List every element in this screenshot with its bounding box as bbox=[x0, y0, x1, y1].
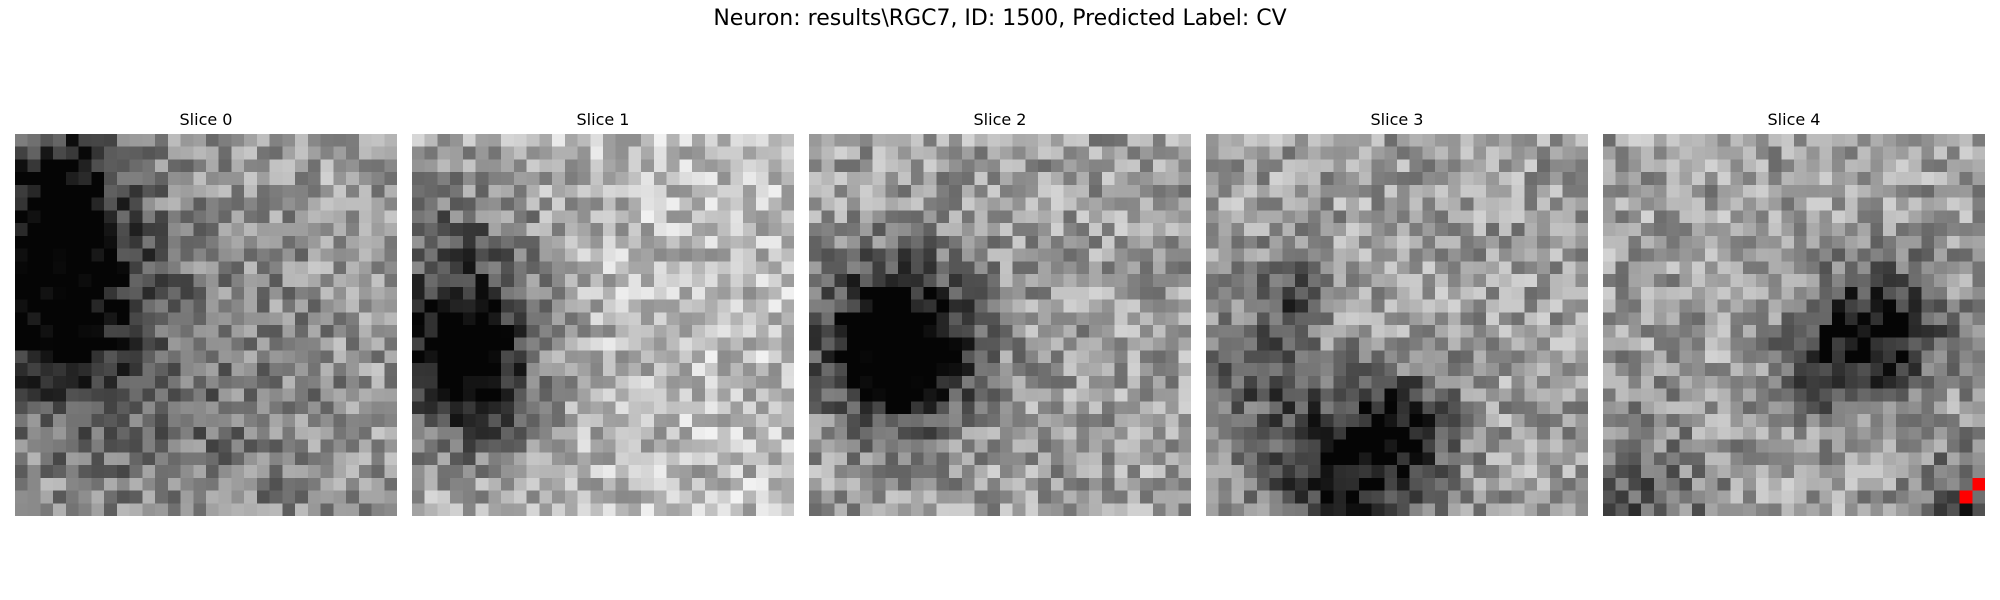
slice-title: Slice 1 bbox=[576, 110, 630, 129]
slice-panel-0: Slice 0 bbox=[15, 110, 397, 516]
slice-image bbox=[809, 134, 1191, 516]
slice-panel-3: Slice 3 bbox=[1206, 110, 1588, 516]
slice-image bbox=[15, 134, 397, 516]
slice-title: Slice 0 bbox=[179, 110, 233, 129]
figure-title: Neuron: results\RGC7, ID: 1500, Predicte… bbox=[713, 6, 1287, 31]
slice-title: Slice 4 bbox=[1767, 110, 1821, 129]
slice-panel-2: Slice 2 bbox=[809, 110, 1191, 516]
slice-image bbox=[412, 134, 794, 516]
slice-image bbox=[1603, 134, 1985, 516]
slice-title: Slice 2 bbox=[973, 110, 1027, 129]
slice-title: Slice 3 bbox=[1370, 110, 1424, 129]
slice-panel-1: Slice 1 bbox=[412, 110, 794, 516]
slice-image bbox=[1206, 134, 1588, 516]
slice-panel-4: Slice 4 bbox=[1603, 110, 1985, 516]
